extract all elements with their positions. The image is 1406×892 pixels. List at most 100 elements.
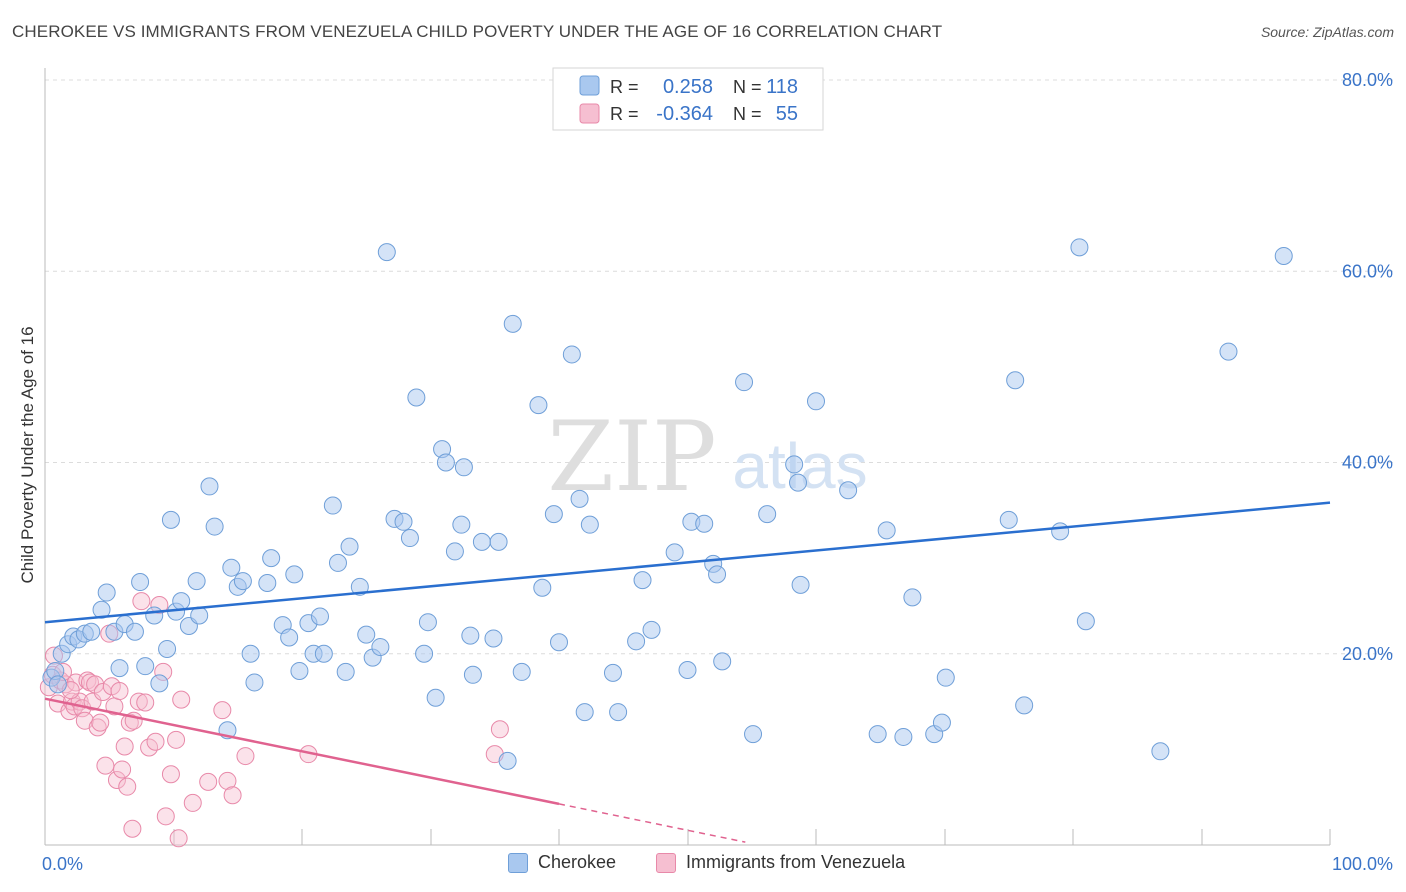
cherokee-point <box>1219 342 1238 361</box>
legend-swatch-cherokee <box>508 852 528 873</box>
legend-top: R = 0.258 N = 118 R = -0.364 N = 55 <box>552 67 824 131</box>
venezuela-point <box>172 690 191 709</box>
venezuela-point <box>96 756 115 775</box>
tick-labels: 20.0% 40.0% 60.0% 80.0% 0.0% 100.0% <box>42 70 1393 874</box>
cherokee-point <box>529 396 548 415</box>
venezuela-point <box>490 720 509 739</box>
cherokee-point <box>627 632 646 651</box>
cherokee-point <box>932 713 951 732</box>
axes <box>44 68 1331 846</box>
cherokee-point <box>336 662 355 681</box>
legend-swatch-venezuela <box>579 103 600 124</box>
cherokee-point <box>642 620 661 639</box>
cherokee-point <box>290 661 309 680</box>
cherokee-point <box>314 644 333 663</box>
cherokee-point <box>280 628 299 647</box>
series-cherokee-points <box>42 238 1293 770</box>
cherokee-point <box>150 674 169 693</box>
venezuela-point <box>199 772 218 791</box>
legend-r-value-1: 0.258 <box>663 76 713 98</box>
cherokee-point <box>97 583 116 602</box>
cherokee-point <box>877 521 896 540</box>
legend-r-label-2: R = <box>610 104 639 124</box>
cherokee-point <box>371 638 390 657</box>
cherokee-point <box>48 675 67 694</box>
cherokee-point <box>789 473 808 492</box>
cherokee-point <box>110 659 129 678</box>
cherokee-point <box>131 573 150 592</box>
venezuela-point <box>146 732 165 751</box>
x-tick-label: 0.0% <box>42 854 83 874</box>
cherokee-point <box>418 613 437 632</box>
venezuela-point <box>213 701 232 720</box>
cherokee-point <box>695 514 714 533</box>
legend-n-value-1: 118 <box>766 76 798 98</box>
y-axis-label: Child Poverty Under the Age of 16 <box>18 326 37 583</box>
venezuela-point <box>169 829 188 848</box>
trend-lines <box>44 501 1331 843</box>
legend-swatch-cherokee <box>579 75 600 96</box>
cherokee-point <box>463 665 482 684</box>
cherokee-point <box>200 477 219 496</box>
cherokee-point <box>407 388 426 407</box>
cherokee-point <box>415 644 434 663</box>
venezuela-point <box>156 807 175 826</box>
venezuela-point <box>113 760 132 779</box>
cherokee-point <box>400 529 419 548</box>
venezuela-point <box>236 747 255 766</box>
legend-r-label-1: R = <box>610 77 639 97</box>
y-tick-label: 80.0% <box>1342 70 1393 90</box>
legend-swatch-venezuela <box>656 852 676 873</box>
cherokee-point <box>609 703 628 722</box>
cherokee-point <box>575 703 594 722</box>
cherokee-point <box>241 644 260 663</box>
cherokee-point <box>503 314 522 333</box>
cherokee-point <box>603 663 622 682</box>
venezuela-point <box>129 692 148 711</box>
cherokee-point <box>245 673 264 692</box>
cherokee-point <box>868 725 887 744</box>
venezuela-point <box>107 770 126 789</box>
cherokee-point <box>357 625 376 644</box>
cherokee-point <box>1076 612 1095 631</box>
y-tick-label: 20.0% <box>1342 644 1393 664</box>
venezuela-point <box>91 713 110 732</box>
cherokee-point <box>452 515 471 534</box>
cherokee-point <box>562 345 581 364</box>
cherokee-point <box>533 578 552 597</box>
cherokee-point <box>1070 238 1089 257</box>
watermark: ZIP atlas <box>547 401 867 513</box>
cherokee-point <box>258 573 277 592</box>
cherokee-point <box>1274 246 1293 265</box>
y-tick-label: 60.0% <box>1342 261 1393 281</box>
venezuela-point <box>136 693 155 712</box>
cherokee-point <box>340 537 359 556</box>
cherokee-point <box>550 633 568 652</box>
cherokee-point <box>136 657 155 676</box>
cherokee-point <box>708 565 727 584</box>
legend-n-label-1: N = <box>733 77 762 97</box>
cherokee-point <box>894 727 913 746</box>
venezuela-point <box>115 737 134 756</box>
cherokee-point <box>145 606 164 625</box>
cherokee-point <box>187 572 206 591</box>
cherokee-point <box>713 652 732 671</box>
cherokee-point <box>426 688 445 707</box>
cherokee-point <box>472 532 491 551</box>
cherokee-point <box>161 510 180 529</box>
cherokee-point <box>678 661 697 680</box>
legend-label-cherokee: Cherokee <box>538 852 617 872</box>
cherokee-point <box>1015 696 1034 715</box>
legend-item-cherokee: Cherokee <box>508 852 616 873</box>
cherokee-point <box>205 517 224 536</box>
legend-item-venezuela: Immigrants from Venezuela <box>656 852 905 873</box>
cherokee-point <box>580 515 599 534</box>
venezuela-point <box>88 718 107 737</box>
cherokee-point <box>285 565 304 584</box>
cherokee-point <box>665 543 684 562</box>
cherokee-point <box>461 626 480 645</box>
cherokee-point <box>222 558 241 577</box>
venezuela-trend-line <box>44 697 560 806</box>
cherokee-point <box>377 243 396 262</box>
